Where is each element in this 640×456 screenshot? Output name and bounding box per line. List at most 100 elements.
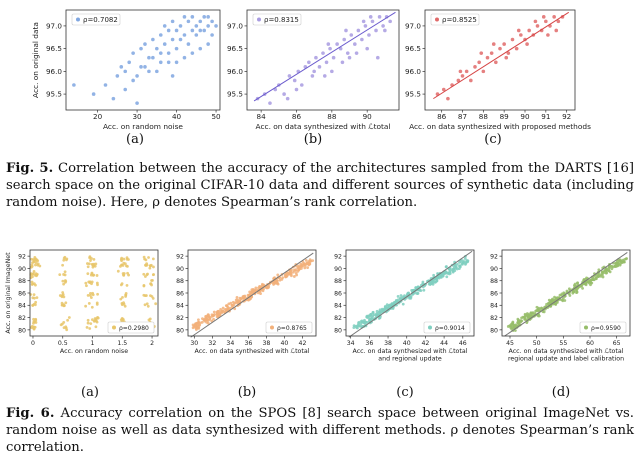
fig6d-point (594, 276, 598, 280)
fig6c-trend-line (348, 250, 473, 338)
fig6a-point (149, 264, 152, 268)
fig5a-point (72, 83, 76, 87)
fig6a-point (60, 303, 64, 307)
fig6b-xtick-label: 38 (262, 340, 270, 347)
fig5a-point (198, 19, 203, 24)
fig6a-point (60, 322, 64, 326)
fig6a-ytick-label: 90 (18, 266, 26, 273)
fig5b-point (285, 96, 290, 101)
fig6b-point (198, 323, 202, 327)
fig5a-ytick-label: 97.0 (46, 21, 62, 30)
fig5a-xlabel: Acc. on random noise (103, 122, 183, 131)
fig5b-point (299, 83, 304, 87)
fig6d-point (523, 315, 526, 319)
fig6b-point (235, 296, 239, 299)
fig5b-point (356, 28, 361, 33)
fig6c-ytick-label: 92 (334, 254, 342, 261)
fig6-charts: 0 0.5 1 1.5 2 80 82 84 86 88 90 92 ρ=0.2980 Acc. on r… (5, 249, 631, 363)
fig5c-point (544, 19, 548, 24)
fig6b-point (221, 309, 225, 313)
fig6a-point (148, 266, 152, 270)
fig6d-point (603, 269, 607, 273)
fig6-panel-label-c: (c) (396, 385, 414, 400)
fig6a-point (33, 257, 36, 261)
fig5b-point (344, 28, 348, 33)
fig6b-xtick-label: 32 (208, 340, 216, 347)
fig5a-point (162, 24, 167, 28)
fig5b-frame (246, 9, 400, 111)
fig6c-point (396, 295, 400, 298)
fig6b-point (231, 304, 235, 307)
fig6a-point (62, 273, 65, 276)
fig6a-point (61, 263, 65, 267)
fig6b-point (193, 323, 197, 327)
fig6a-point (89, 296, 93, 300)
fig5b-xtick-label: 88 (327, 112, 337, 121)
fig6b-ytick-label: 86 (176, 290, 184, 297)
fig5b-point (360, 37, 364, 42)
fig6d-point (513, 329, 517, 332)
fig6a-chart: 0 0.5 1 1.5 2 80 82 84 86 88 90 92 ρ=0.2980 Acc. on r… (5, 249, 159, 355)
fig6c-point (376, 311, 380, 315)
fig5b-point (368, 15, 373, 19)
fig5b-point (345, 51, 350, 55)
fig6c-xtick-label: 38 (384, 340, 392, 347)
fig6a-point (34, 321, 38, 324)
fig6a-point (34, 263, 37, 267)
fig6b-xtick-label: 42 (299, 340, 307, 347)
fig6b-point (281, 276, 285, 280)
fig6b-point (271, 281, 275, 285)
fig6b-point (223, 308, 227, 311)
fig5c-xtick-label: 90 (520, 112, 530, 121)
fig6a-point (121, 272, 125, 275)
fig5b-point (340, 60, 345, 65)
fig6c-point (458, 261, 461, 264)
fig6-caption-label: Fig. 6. (6, 406, 55, 421)
fig5a-point (135, 74, 139, 78)
fig5b-point (365, 46, 369, 51)
fig6a-point (94, 262, 98, 266)
fig6b-xtick-label: 40 (281, 340, 289, 347)
fig6c-xtick-label: 40 (403, 340, 411, 347)
fig6d-point (525, 313, 529, 317)
fig6a-point (121, 317, 124, 321)
fig6d-point (558, 293, 562, 297)
fig6a-point (154, 302, 158, 306)
fig5a-point (139, 46, 143, 51)
fig6c-point (359, 322, 363, 326)
fig5a-point (119, 65, 124, 69)
fig6c-point (431, 282, 435, 286)
fig5a-legend-box (71, 13, 121, 26)
fig6a-legend-label: ρ=0.2980 (119, 325, 149, 332)
fig6a-point (62, 282, 66, 286)
fig6d-legend-box (579, 321, 627, 334)
fig5a-point (166, 60, 171, 65)
fig5b-xtick-label: 90 (363, 112, 373, 121)
fig6d-xlabel: Acc. on data synthesized with ℒtotal (509, 348, 624, 355)
fig6a-point (96, 292, 99, 296)
fig6a-point (147, 318, 151, 322)
fig6d-legend-marker (584, 325, 588, 330)
fig5a-xtick-label: 20 (93, 112, 103, 121)
fig6d-xlabel-line2: regional update and label calibration (508, 356, 624, 363)
fig5a-point (151, 55, 155, 60)
fig6b-ytick-label: 92 (176, 254, 184, 261)
fig6b-point (224, 304, 228, 308)
fig6d-frame (501, 249, 631, 337)
fig6b-legend-box (265, 321, 313, 334)
fig5b-ytick-label: 96.0 (227, 67, 243, 76)
fig6a-point (29, 265, 33, 269)
fig6c-point (401, 302, 405, 306)
fig6d-ytick-label: 90 (490, 266, 498, 273)
fig5c-point (554, 28, 559, 33)
fig6d-legend-label: ρ=0.9590 (591, 325, 621, 332)
fig6a-point (86, 265, 90, 269)
fig6d-point (571, 290, 575, 293)
fig6c-ytick-label: 82 (334, 315, 342, 322)
fig5b-point (383, 28, 387, 33)
fig6a-xlabel: Acc. on random noise (60, 348, 128, 355)
fig6b-point (261, 284, 264, 287)
fig6a-point (32, 293, 36, 297)
fig5-charts: 20 30 40 50 95.5 96.0 96.5 97.0 ρ=0.7082 Acc. on … (31, 9, 591, 131)
fig6a-point (84, 304, 88, 308)
